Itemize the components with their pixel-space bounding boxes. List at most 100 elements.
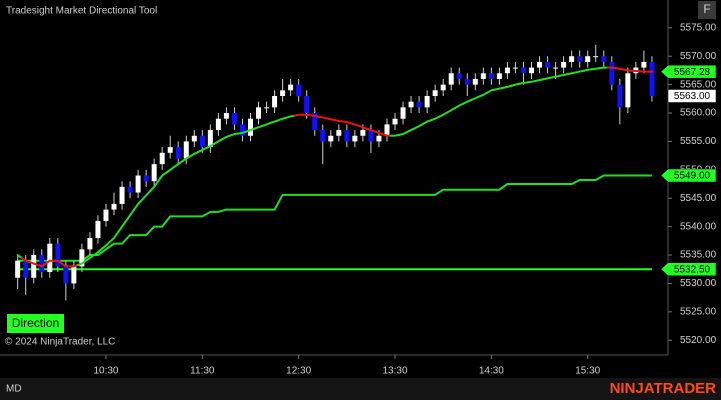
candle-body [320, 130, 326, 142]
direction-button-label[interactable]: Direction [12, 316, 59, 330]
candle-body [215, 118, 221, 131]
candle-body [424, 95, 430, 108]
price-marker-label: 5549.00 [674, 171, 711, 182]
candle-body [384, 124, 390, 136]
fast-line-piece [317, 115, 328, 120]
x-tick-label: 15:30 [575, 366, 600, 377]
fast-line-piece [614, 67, 625, 71]
fast-line-piece [478, 91, 489, 98]
y-tick-label: 5525.00 [680, 306, 717, 317]
f-button[interactable] [698, 1, 716, 19]
y-tick-label: 5520.00 [680, 335, 717, 346]
fast-line-piece [229, 132, 240, 137]
fast-line-piece [574, 69, 585, 74]
fast-line-piece [84, 254, 95, 262]
fast-line-piece [486, 88, 497, 94]
fast-line-piece [422, 119, 433, 125]
candle-body [529, 67, 535, 74]
status-text: MD [6, 384, 22, 395]
fast-line-piece [558, 73, 569, 77]
fast-line-piece [165, 165, 176, 174]
fast-line-piece [100, 240, 111, 250]
fast-line-piece [390, 133, 401, 137]
candle-body [159, 152, 165, 165]
candle-body [103, 209, 109, 221]
fast-line-piece [381, 133, 393, 137]
candle-body [55, 243, 61, 267]
candle-body [143, 175, 149, 182]
fast-line-piece [189, 150, 200, 158]
candle-body [47, 243, 53, 273]
fast-line-piece [76, 259, 87, 266]
fast-line-piece [237, 130, 248, 135]
candle-body [79, 249, 85, 267]
fast-line-piece [68, 263, 79, 268]
chart-title: Tradesight Market Directional Tool [6, 6, 157, 17]
candle-body [352, 135, 358, 142]
candle-body [336, 130, 342, 136]
candle-body [400, 107, 406, 119]
candle-body [264, 107, 270, 109]
fast-line-piece [357, 124, 368, 130]
candle-body [488, 73, 494, 79]
slow-line [17, 174, 652, 262]
candle-body [376, 135, 382, 142]
candle-body [31, 255, 37, 278]
fast-line-piece [630, 69, 641, 73]
y-tick-label: 5540.00 [680, 221, 717, 232]
fast-line-piece [117, 219, 128, 234]
fast-line-piece [462, 98, 473, 105]
fast-line-piece [205, 142, 216, 149]
y-tick-label: 5565.00 [680, 79, 717, 90]
fast-line-piece [181, 155, 192, 163]
candle-body [496, 73, 502, 79]
candle-body [448, 73, 454, 85]
candle-body [272, 95, 278, 108]
candle-body [119, 186, 125, 204]
fast-line-piece [269, 119, 280, 124]
fast-line-piece [526, 79, 537, 84]
fast-line-piece [414, 122, 425, 130]
copyright: © 2024 NinjaTrader, LLC [5, 337, 115, 348]
candle-body [151, 164, 157, 182]
candle-body [545, 61, 551, 68]
candle-body [191, 135, 197, 142]
fast-line-piece [36, 262, 47, 268]
candle-body [368, 130, 374, 142]
fast-line-piece [28, 261, 39, 266]
fast-line-piece [125, 208, 136, 222]
candle-body [312, 113, 318, 131]
direction-button[interactable] [7, 314, 64, 333]
candle-body [464, 78, 470, 85]
candle-body [167, 147, 173, 153]
candle-body [135, 175, 141, 193]
fast-line-piece [245, 127, 256, 133]
candle-body [111, 203, 117, 210]
fast-line-piece [510, 82, 521, 87]
fast-line-piece [406, 127, 417, 134]
candle-body [512, 67, 518, 69]
candle-body [432, 90, 438, 96]
candle-body [537, 61, 543, 68]
price-marker [660, 168, 717, 183]
fast-line-piece [566, 71, 577, 76]
price-marker [660, 64, 717, 79]
price-marker-label: 5563.00 [674, 91, 711, 102]
fast-line-piece [301, 113, 312, 117]
f-button-label[interactable]: F [703, 2, 710, 16]
x-tick-label: 12:30 [286, 366, 311, 377]
candle-body [480, 73, 486, 79]
y-tick-label: 5535.00 [680, 250, 717, 261]
fast-line-piece [293, 113, 304, 117]
fast-line-piece [430, 115, 441, 122]
fast-line-piece [141, 190, 152, 201]
candle-body [248, 118, 253, 136]
candle-body [199, 135, 205, 148]
fast-line-piece [622, 68, 633, 72]
candle-body [175, 147, 181, 159]
candle-body [207, 130, 213, 148]
candle-body [561, 61, 567, 68]
price-marker [667, 89, 717, 103]
fast-line-piece [438, 111, 449, 118]
